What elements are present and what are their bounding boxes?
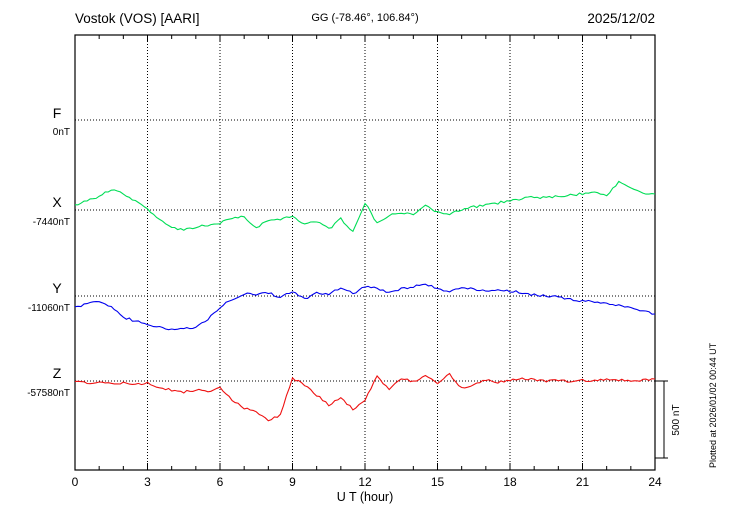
- trace-Y: [75, 283, 655, 331]
- series-label-f: F: [53, 105, 62, 121]
- series-baseline-z: -57580nT: [27, 388, 70, 399]
- gg-coordinates: GG (-78.46°, 106.84°): [311, 12, 418, 24]
- x-tick-label-15: 15: [431, 475, 445, 489]
- trace-X: [75, 180, 655, 233]
- series-label-x: X: [52, 194, 62, 210]
- plotted-at-note: Plotted at 2026/01/02 00:44 UT: [708, 342, 718, 468]
- x-tick-label-24: 24: [648, 475, 662, 489]
- series-label-z: Z: [53, 365, 62, 381]
- series-baseline-y: -11060nT: [28, 303, 70, 314]
- x-axis-label: U T (hour): [337, 490, 394, 504]
- series-baseline-f: 0nT: [53, 127, 70, 138]
- x-tick-label-12: 12: [358, 475, 372, 489]
- scale-bar-label: 500 nT: [671, 404, 682, 435]
- x-tick-label-3: 3: [144, 475, 151, 489]
- trace-Z: [75, 372, 655, 422]
- series-baseline-x: -7440nT: [33, 217, 70, 228]
- x-tick-label-0: 0: [72, 475, 79, 489]
- plot-date: 2025/12/02: [587, 11, 655, 26]
- series-label-y: Y: [52, 280, 62, 296]
- station-title: Vostok (VOS) [AARI]: [75, 11, 200, 26]
- x-tick-label-9: 9: [289, 475, 296, 489]
- x-tick-label-6: 6: [217, 475, 224, 489]
- plot-area: 0 3 6 9 12 15 18 21 24: [72, 35, 668, 489]
- x-tick-label-21: 21: [576, 475, 590, 489]
- x-tick-label-18: 18: [503, 475, 517, 489]
